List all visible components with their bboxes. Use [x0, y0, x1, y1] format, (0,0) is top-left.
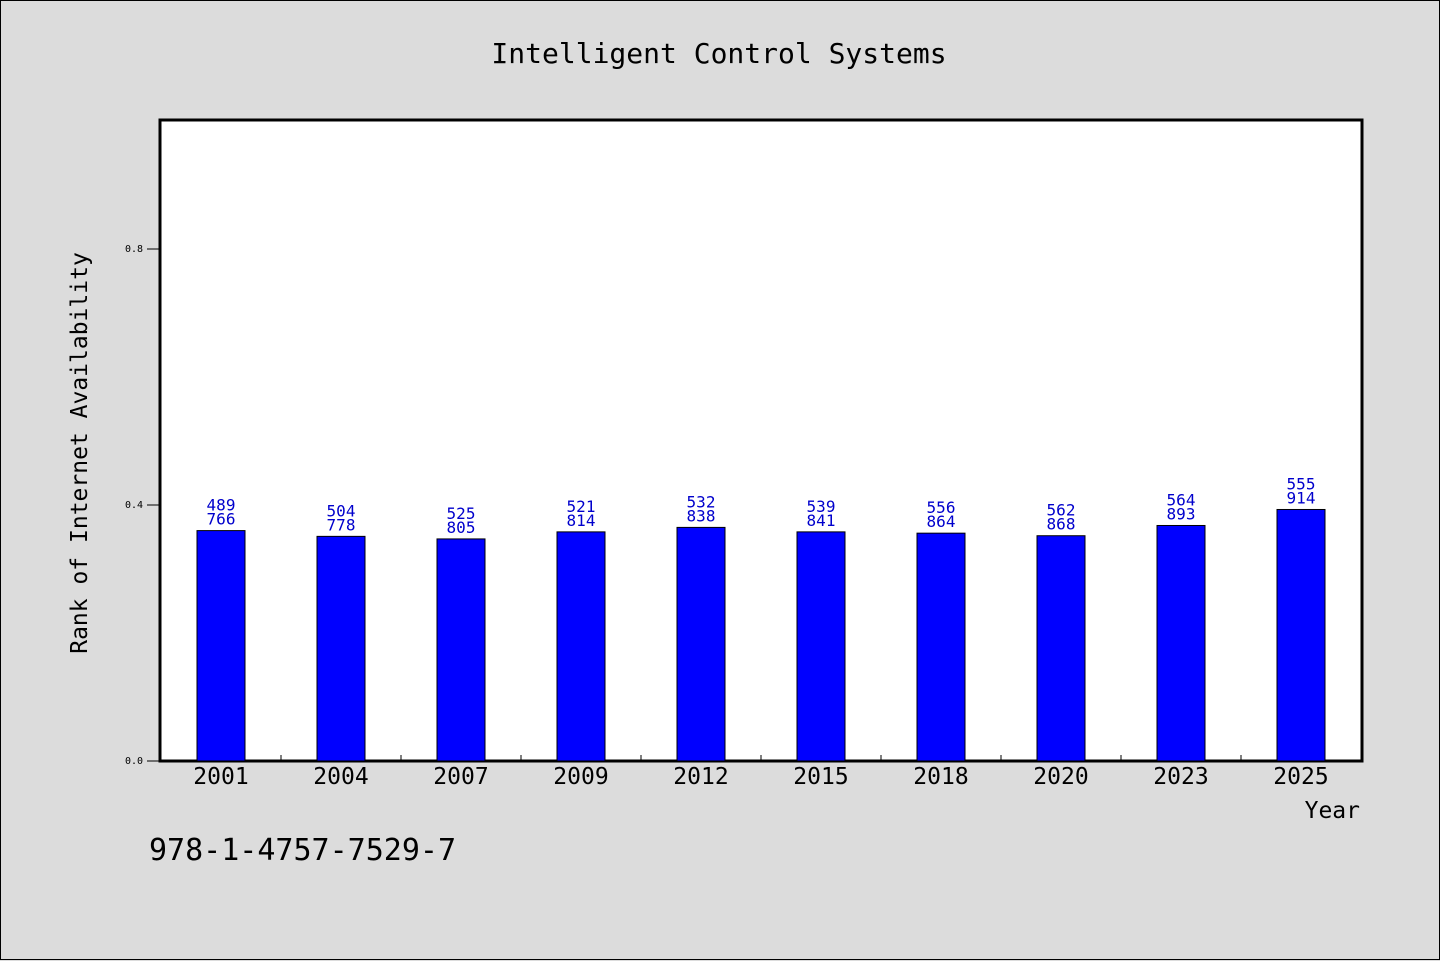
data-label-bottom: 864 — [927, 512, 956, 531]
data-label-top: 562 — [1047, 501, 1076, 520]
bar-2020 — [1036, 535, 1086, 762]
data-label-top: 556 — [927, 498, 956, 517]
x-tick-label: 2020 — [1033, 764, 1088, 790]
data-label-top: 504 — [327, 501, 356, 520]
bar-2007 — [436, 538, 486, 762]
data-label-bottom: 868 — [1047, 515, 1076, 534]
bar-2009 — [556, 531, 606, 762]
x-tick-label: 2025 — [1273, 764, 1328, 790]
bar-2004 — [316, 535, 366, 762]
data-label-top: 525 — [447, 504, 476, 523]
x-tick-label: 2007 — [433, 764, 488, 790]
data-label-top: 539 — [807, 497, 836, 516]
x-tick-label: 2004 — [313, 764, 368, 790]
bar-2015 — [796, 531, 846, 762]
data-label-top: 532 — [687, 492, 716, 511]
x-tick-label: 2001 — [193, 764, 248, 790]
x-tick-label: 2023 — [1153, 764, 1208, 790]
x-axis-label: Year — [1305, 798, 1360, 824]
x-tick-label: 2018 — [913, 764, 968, 790]
data-label-top: 521 — [567, 497, 596, 516]
bar-2023 — [1156, 524, 1206, 762]
y-axis-label: Rank of Internet Availability — [67, 252, 93, 654]
x-axis: 2001 2004 2007 2009 2012 2015 2018 2020 2023 2025 — [193, 755, 1329, 790]
bar-2025 — [1276, 508, 1326, 762]
x-tick-label: 2009 — [553, 764, 608, 790]
x-tick-label: 2012 — [673, 764, 728, 790]
bar-2018 — [916, 532, 966, 762]
data-label-bottom: 893 — [1167, 504, 1196, 523]
data-label-top: 489 — [207, 496, 236, 515]
bar-2001 — [196, 530, 246, 762]
data-label-top: 564 — [1167, 490, 1196, 509]
data-label-bottom: 805 — [447, 518, 476, 537]
x-tick-label: 2015 — [793, 764, 848, 790]
data-label-bottom: 914 — [1287, 488, 1316, 507]
y-tick-label: 0.4 — [125, 500, 143, 511]
isbn-label: 978-1-4757-7529-7 — [149, 833, 457, 868]
bar-2012 — [676, 526, 726, 762]
y-axis: 0.0 0.4 0.8 — [125, 244, 161, 767]
y-tick-label: 0.0 — [125, 756, 143, 767]
data-label-bottom: 766 — [207, 510, 236, 529]
chart-title: Intelligent Control Systems — [491, 37, 946, 70]
data-label-bottom: 778 — [327, 515, 356, 534]
data-label-bottom: 814 — [567, 511, 596, 530]
data-label-top: 555 — [1287, 474, 1316, 493]
data-label-bottom: 841 — [807, 511, 836, 530]
y-tick-label: 0.8 — [125, 244, 143, 255]
data-label-bottom: 838 — [687, 506, 716, 525]
